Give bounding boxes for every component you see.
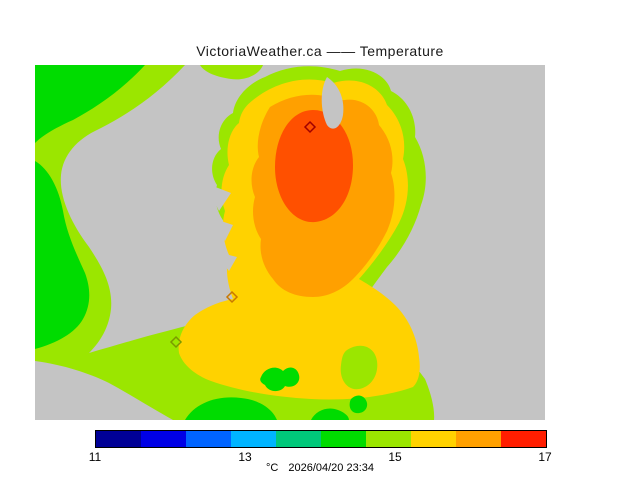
south-green-strip <box>185 397 277 420</box>
colorbar-segment <box>96 431 141 447</box>
colorbar-segment <box>276 431 321 447</box>
north-inlet <box>321 77 344 129</box>
west-coast-notch <box>209 217 233 241</box>
colorbar-tick-15: 15 <box>388 450 402 464</box>
west-coast-notch <box>213 251 237 271</box>
colorbar-segment <box>501 431 546 447</box>
warm-core-contour <box>275 110 353 223</box>
northwest-green-region <box>35 65 145 143</box>
west-green-stripe <box>35 161 90 349</box>
colorbar-segment <box>321 431 366 447</box>
colorbar-segment <box>456 431 501 447</box>
colorbar-tick-17: 17 <box>538 450 552 464</box>
units-label: °C <box>266 462 279 474</box>
colorbar-segment <box>366 431 411 447</box>
south-island-cluster <box>260 367 300 392</box>
footer-caption: °C 2026/04/20 23:34 <box>0 462 640 474</box>
southeast-islet <box>349 395 368 414</box>
station-marker-icon <box>169 335 183 349</box>
southeast-island <box>340 345 378 390</box>
colorbar-segment <box>186 431 231 447</box>
colorbar-segment <box>141 431 186 447</box>
colorbar-segment <box>231 431 276 447</box>
west-coast-notch <box>205 183 231 211</box>
south-green-strip <box>311 408 349 420</box>
station-marker-icon <box>225 290 239 304</box>
north-shore-island <box>200 65 263 80</box>
colorbar-tick-13: 13 <box>238 450 252 464</box>
station-marker-icon <box>303 120 317 134</box>
colorbar <box>95 430 547 448</box>
colorbar-segment <box>411 431 456 447</box>
temperature-map <box>35 65 545 420</box>
map-canvas <box>35 65 545 420</box>
colorbar-tick-11: 11 <box>88 450 102 464</box>
page-title: VictoriaWeather.ca —— Temperature <box>196 43 444 59</box>
timestamp-label: 2026/04/20 23:34 <box>288 462 374 474</box>
